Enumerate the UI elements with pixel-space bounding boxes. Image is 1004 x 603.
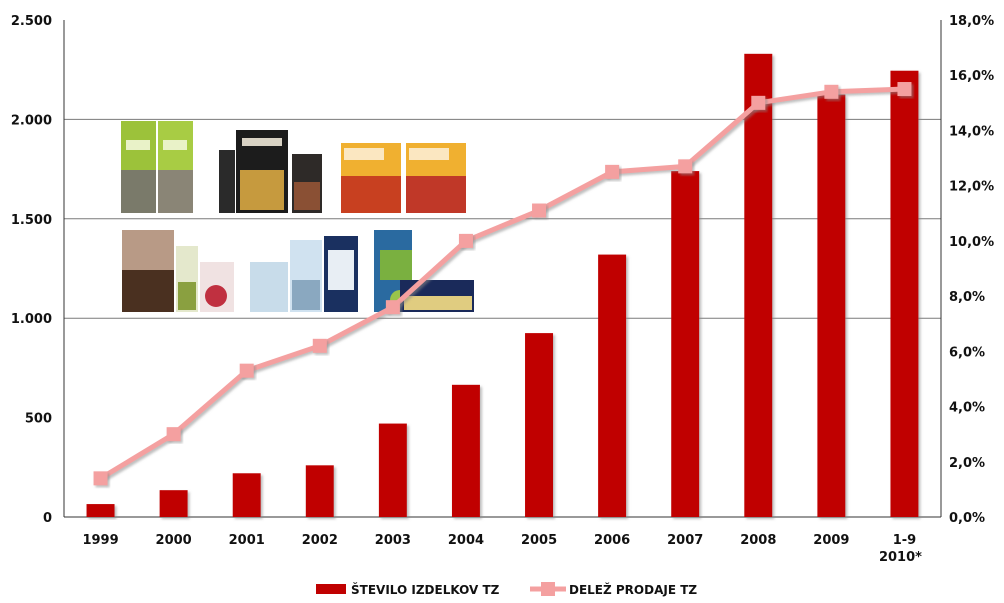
right-tick-label: 2,0% xyxy=(949,456,985,471)
x-tick-label: 2004 xyxy=(448,533,484,548)
bar xyxy=(671,171,700,517)
left-tick-label: 2.500 xyxy=(11,14,52,29)
right-tick-label: 4,0% xyxy=(949,401,985,416)
left-tick-label: 1.500 xyxy=(11,213,52,228)
x-tick-label: 2010* xyxy=(879,550,922,565)
x-tick-label: 2006 xyxy=(594,533,630,548)
left-tick-label: 0 xyxy=(43,511,52,526)
right-tick-label: 18,0% xyxy=(949,14,994,29)
x-tick-label: 2003 xyxy=(375,533,411,548)
bar xyxy=(598,254,627,518)
x-tick-label: 2001 xyxy=(229,533,265,548)
right-tick-label: 6,0% xyxy=(949,345,985,360)
bar xyxy=(305,465,334,517)
right-tick-label: 0,0% xyxy=(949,511,985,526)
line-marker xyxy=(532,203,547,218)
x-axis-ticks: 1999 2000 2001 2002 2003 2004 2005 2006 2007 2008… xyxy=(82,533,922,565)
line-marker xyxy=(824,84,839,99)
line-marker xyxy=(751,95,766,110)
bar xyxy=(817,94,846,518)
left-axis-ticks: 0 500 1.000 1.500 2.000 2.500 xyxy=(11,14,52,526)
line-marker xyxy=(239,363,254,378)
x-tick-label: 2007 xyxy=(667,533,703,548)
right-tick-label: 16,0% xyxy=(949,69,994,84)
right-tick-label: 10,0% xyxy=(949,235,994,250)
line-marker xyxy=(678,159,693,174)
x-tick-label: 2005 xyxy=(521,533,557,548)
rio-organic-pack-image xyxy=(121,121,193,213)
bar xyxy=(378,423,407,517)
left-tick-label: 500 xyxy=(25,412,52,427)
on-the-go-pack-image xyxy=(341,143,466,213)
bar xyxy=(86,504,115,517)
x-tick-label: 2002 xyxy=(302,533,338,548)
bar xyxy=(744,53,773,518)
gridlines xyxy=(64,118,941,319)
axes xyxy=(63,20,942,518)
premium-pack-image xyxy=(219,130,322,213)
line-marker xyxy=(93,471,108,486)
x-tick-label: 1999 xyxy=(82,533,118,548)
right-tick-label: 14,0% xyxy=(949,124,994,139)
share-line xyxy=(99,86,905,481)
legend-bar-label: ŠTEVILO IZDELKOV TZ xyxy=(351,582,500,597)
x-tick-label: 2000 xyxy=(156,533,192,548)
line-marker xyxy=(458,233,473,248)
line-series xyxy=(93,82,912,486)
product-images xyxy=(121,121,474,312)
x-tick-label: 1-9 xyxy=(893,533,917,548)
legend-bar-swatch xyxy=(316,584,346,594)
left-tick-label: 2.000 xyxy=(11,113,52,128)
right-tick-label: 12,0% xyxy=(949,180,994,195)
bar xyxy=(451,384,480,517)
hygiene-pack-image xyxy=(250,236,358,312)
bar-series xyxy=(86,53,919,518)
legend-line-marker xyxy=(541,582,555,596)
bar xyxy=(525,333,554,517)
right-axis-ticks: 0,0% 2,0% 4,0% 6,0% 8,0% 10,0% 12,0% 14,0% 16,0%… xyxy=(949,14,994,526)
right-tick-label: 8,0% xyxy=(949,290,985,305)
legend: ŠTEVILO IZDELKOV TZ DELEŽ PRODAJE TZ xyxy=(316,582,697,597)
line-marker xyxy=(897,82,912,97)
spice-and-tea-pack-image xyxy=(122,230,234,312)
line-marker xyxy=(605,164,620,179)
legend-line-label: DELEŽ PRODAJE TZ xyxy=(569,582,697,597)
bar xyxy=(232,473,261,517)
bar xyxy=(890,70,919,517)
x-tick-label: 2009 xyxy=(813,533,849,548)
x-tick-label: 2008 xyxy=(740,533,776,548)
line-marker xyxy=(312,338,327,353)
bar xyxy=(159,490,188,517)
left-tick-label: 1.000 xyxy=(11,312,52,327)
line-marker xyxy=(385,300,400,315)
line-marker xyxy=(166,427,181,442)
